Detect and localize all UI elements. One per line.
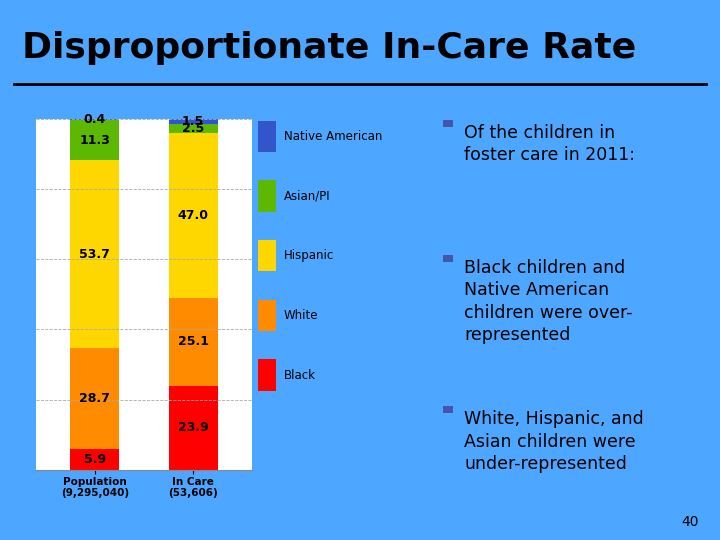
- Text: 28.7: 28.7: [79, 392, 110, 405]
- Text: Native American: Native American: [284, 130, 382, 143]
- Bar: [71, 120, 120, 160]
- Bar: [71, 449, 120, 470]
- Text: 47.0: 47.0: [178, 209, 209, 222]
- Text: Black children and
Native American
children were over-
represented: Black children and Native American child…: [464, 259, 633, 344]
- Text: Asian/PI: Asian/PI: [284, 190, 330, 202]
- Text: 40: 40: [681, 515, 698, 529]
- Bar: [71, 119, 120, 120]
- Text: Hispanic: Hispanic: [284, 249, 334, 262]
- Bar: [71, 160, 120, 348]
- Text: Black: Black: [284, 368, 315, 382]
- Bar: [168, 298, 217, 386]
- Text: Disproportionate In-Care Rate: Disproportionate In-Care Rate: [22, 31, 636, 65]
- Text: 1.5: 1.5: [182, 115, 204, 128]
- Bar: [258, 240, 276, 272]
- Bar: [168, 124, 217, 133]
- Text: 25.1: 25.1: [178, 335, 209, 348]
- Text: 53.7: 53.7: [79, 248, 110, 261]
- Bar: [168, 133, 217, 298]
- Text: White: White: [284, 309, 318, 322]
- Bar: [258, 300, 276, 331]
- Bar: [168, 119, 217, 124]
- Bar: [168, 386, 217, 470]
- Text: 5.9: 5.9: [84, 453, 106, 466]
- Text: Of the children in
foster care in 2011:: Of the children in foster care in 2011:: [464, 124, 636, 164]
- Text: 23.9: 23.9: [178, 421, 209, 434]
- Bar: [71, 348, 120, 449]
- Text: 2.5: 2.5: [182, 122, 204, 135]
- Bar: [258, 120, 276, 152]
- Text: White, Hispanic, and
Asian children were
under-represented: White, Hispanic, and Asian children were…: [464, 410, 644, 473]
- Text: 0.4: 0.4: [84, 113, 106, 126]
- Bar: [258, 180, 276, 212]
- Bar: [258, 359, 276, 391]
- Text: 11.3: 11.3: [79, 133, 110, 146]
